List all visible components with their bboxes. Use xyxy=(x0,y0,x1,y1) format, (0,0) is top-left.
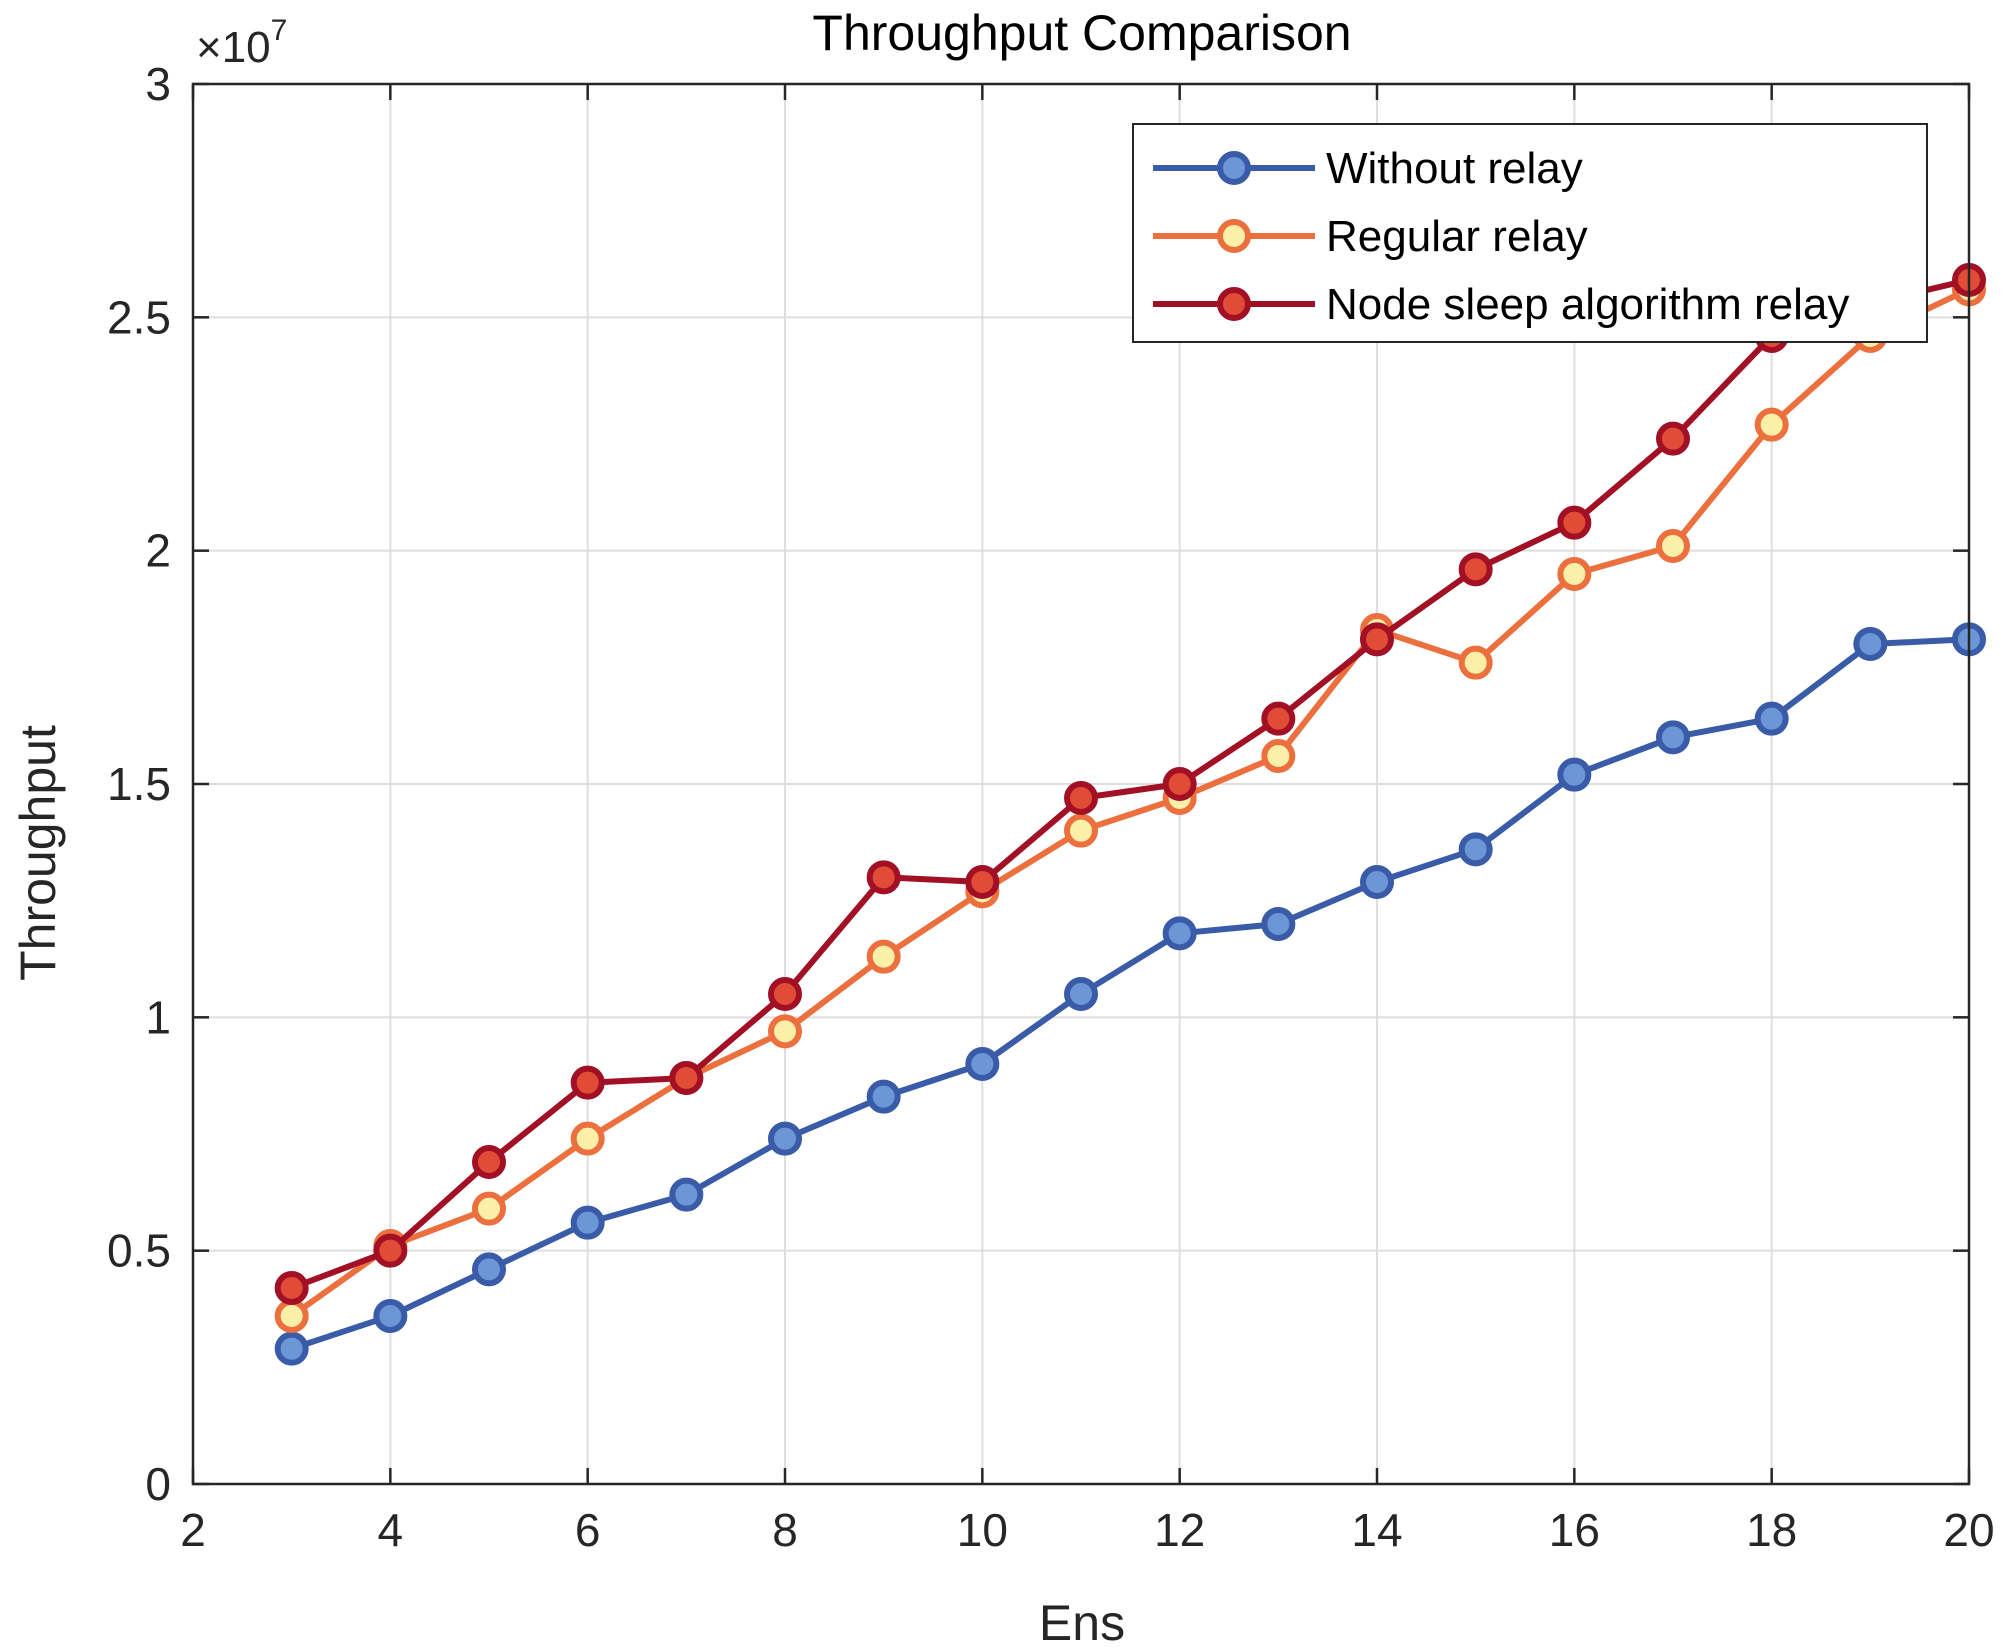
data-point xyxy=(669,1177,704,1212)
data-point xyxy=(472,1252,506,1287)
legend-item: Regular relay xyxy=(1153,212,1588,261)
legend-swatch-marker xyxy=(1217,219,1251,253)
x-tick-label: 14 xyxy=(1351,1504,1402,1556)
axis-ticks: 2 4 6 8 10 12 14 16 18 20 0 0.5 1 1.5 2 2.5 3 xyxy=(107,58,1995,1556)
data-point xyxy=(373,1299,408,1333)
legend-label: Without relay xyxy=(1326,144,1583,193)
y-tick-label: 0.5 xyxy=(107,1225,171,1277)
y-tick-label: 2.5 xyxy=(107,291,171,343)
x-tick-label: 2 xyxy=(180,1504,206,1556)
y-tick-label: 3 xyxy=(145,58,171,110)
data-point xyxy=(1064,977,1098,1011)
data-point xyxy=(768,1014,802,1049)
data-point xyxy=(1458,552,1493,587)
data-point xyxy=(274,1271,309,1305)
y-tick-label: 1 xyxy=(145,991,171,1043)
data-point xyxy=(1360,865,1394,899)
data-point xyxy=(570,1205,605,1240)
legend-label: Node sleep algorithm relay xyxy=(1326,280,1849,329)
series-1 xyxy=(274,622,1986,1366)
x-axis-label: Ens xyxy=(1039,1595,1125,1651)
legend-swatch-marker xyxy=(1217,151,1251,185)
legend-item: Without relay xyxy=(1153,144,1583,193)
data-point xyxy=(1261,701,1296,736)
data-point xyxy=(1064,813,1098,848)
legend-item: Node sleep algorithm relay xyxy=(1153,280,1849,329)
data-point xyxy=(472,1145,506,1179)
data-point xyxy=(866,1079,901,1114)
x-tick-label: 12 xyxy=(1154,1504,1205,1556)
legend-swatch-marker xyxy=(1217,287,1251,321)
y-tick-label: 2 xyxy=(145,525,171,577)
data-point xyxy=(1754,407,1789,442)
data-point xyxy=(768,977,802,1011)
data-point xyxy=(768,1121,802,1156)
data-point xyxy=(1064,781,1098,815)
data-point xyxy=(1754,701,1789,736)
data-point xyxy=(1261,739,1296,773)
data-point xyxy=(570,1121,605,1156)
data-point xyxy=(1557,557,1592,591)
data-point xyxy=(1656,529,1690,563)
data-point xyxy=(866,860,901,895)
data-point xyxy=(274,1331,309,1366)
data-point xyxy=(965,1047,1000,1081)
y-axis-exponent: ×107 xyxy=(196,14,287,72)
series-group xyxy=(274,263,1986,1366)
data-point xyxy=(965,865,1000,899)
x-tick-label: 4 xyxy=(378,1504,404,1556)
data-point xyxy=(472,1191,506,1226)
y-tick-label: 0 xyxy=(145,1458,171,1510)
data-point xyxy=(1853,627,1888,661)
data-point xyxy=(1557,757,1592,792)
chart-title: Throughput Comparison xyxy=(812,5,1351,61)
x-tick-label: 16 xyxy=(1549,1504,1600,1556)
data-point xyxy=(274,1299,309,1333)
x-tick-label: 18 xyxy=(1746,1504,1797,1556)
y-axis-label: Throughput xyxy=(10,725,66,981)
data-point xyxy=(570,1065,605,1100)
x-tick-label: 20 xyxy=(1943,1504,1994,1556)
y-axis-exponent-base: ×10 xyxy=(196,23,271,72)
data-point xyxy=(373,1233,408,1268)
data-point xyxy=(1360,622,1394,657)
data-point xyxy=(1458,645,1493,680)
series-line xyxy=(290,277,1970,1291)
data-point xyxy=(1557,505,1592,540)
y-tick-label: 1.5 xyxy=(107,758,171,810)
data-point xyxy=(1261,907,1296,941)
legend-label: Regular relay xyxy=(1326,212,1588,261)
data-point xyxy=(1656,421,1690,456)
x-tick-label: 10 xyxy=(957,1504,1008,1556)
x-tick-label: 8 xyxy=(772,1504,798,1556)
data-point xyxy=(1162,767,1197,801)
data-point xyxy=(866,939,901,974)
data-point xyxy=(669,1061,704,1095)
data-point xyxy=(1656,720,1690,755)
data-point xyxy=(1162,916,1197,951)
series-line xyxy=(289,286,1971,1319)
y-axis-exponent-power: 7 xyxy=(271,14,288,47)
x-tick-label: 6 xyxy=(575,1504,601,1556)
legend: Without relay Regular relay Node sleep alg… xyxy=(1132,123,1928,343)
series-3 xyxy=(274,263,1986,1305)
data-point xyxy=(1458,832,1493,867)
